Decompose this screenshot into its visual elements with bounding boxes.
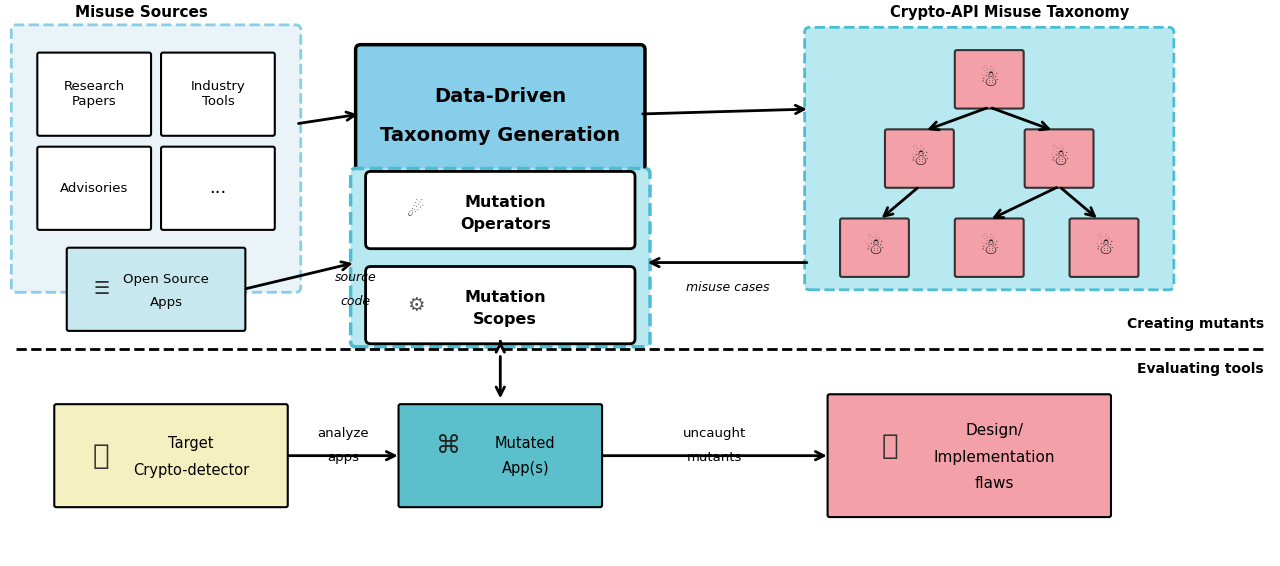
- FancyBboxPatch shape: [54, 404, 288, 507]
- Text: ☃: ☃: [979, 69, 1000, 89]
- Text: ☰: ☰: [93, 280, 109, 298]
- Text: source: source: [335, 271, 376, 284]
- FancyBboxPatch shape: [161, 147, 275, 230]
- Text: ⛰: ⛰: [881, 432, 897, 460]
- FancyBboxPatch shape: [884, 130, 954, 188]
- Text: Apps: Apps: [150, 295, 183, 308]
- Text: Open Source: Open Source: [123, 273, 209, 286]
- Text: ☃: ☃: [909, 148, 929, 169]
- Text: Implementation: Implementation: [933, 450, 1055, 465]
- Text: ☃: ☃: [864, 238, 884, 258]
- Text: Crypto-API Misuse Taxonomy: Crypto-API Misuse Taxonomy: [890, 6, 1129, 20]
- FancyBboxPatch shape: [828, 395, 1111, 517]
- FancyBboxPatch shape: [161, 53, 275, 136]
- FancyBboxPatch shape: [1070, 218, 1138, 277]
- FancyBboxPatch shape: [366, 267, 635, 344]
- Text: ☃: ☃: [1094, 238, 1114, 258]
- Text: Crypto-detector: Crypto-detector: [133, 463, 250, 478]
- Text: Taxonomy Generation: Taxonomy Generation: [380, 126, 621, 145]
- FancyBboxPatch shape: [805, 27, 1174, 290]
- Text: Misuse Sources: Misuse Sources: [74, 5, 207, 20]
- Text: Operators: Operators: [460, 217, 550, 233]
- FancyBboxPatch shape: [840, 218, 909, 277]
- Text: ⛨: ⛨: [93, 441, 110, 470]
- Text: misuse cases: misuse cases: [686, 281, 769, 294]
- Text: Mutated: Mutated: [495, 436, 556, 451]
- Text: code: code: [340, 295, 371, 308]
- Text: mutants: mutants: [687, 451, 742, 464]
- Text: Mutation: Mutation: [465, 290, 547, 305]
- Text: ☃: ☃: [979, 238, 1000, 258]
- Text: ☄: ☄: [407, 200, 424, 220]
- Text: App(s): App(s): [502, 461, 549, 476]
- Text: Advisories: Advisories: [60, 182, 128, 195]
- FancyBboxPatch shape: [37, 147, 151, 230]
- FancyBboxPatch shape: [1025, 130, 1093, 188]
- Text: Scopes: Scopes: [474, 312, 538, 328]
- FancyBboxPatch shape: [398, 404, 602, 507]
- FancyBboxPatch shape: [356, 45, 645, 183]
- Text: ☃: ☃: [1050, 148, 1069, 169]
- Text: analyze: analyze: [317, 427, 369, 440]
- Text: Evaluating tools: Evaluating tools: [1137, 362, 1263, 375]
- Text: Mutation: Mutation: [465, 195, 547, 209]
- Text: Industry
Tools: Industry Tools: [191, 80, 246, 108]
- Text: apps: apps: [328, 451, 360, 464]
- FancyBboxPatch shape: [366, 171, 635, 248]
- FancyBboxPatch shape: [12, 25, 301, 292]
- Text: ⚙: ⚙: [407, 295, 424, 315]
- Text: flaws: flaws: [974, 476, 1014, 491]
- FancyBboxPatch shape: [351, 169, 650, 347]
- Text: ⌘: ⌘: [436, 434, 461, 458]
- FancyBboxPatch shape: [955, 50, 1024, 109]
- Text: Creating mutants: Creating mutants: [1126, 317, 1263, 331]
- Text: Design/: Design/: [965, 423, 1023, 439]
- Text: ...: ...: [210, 179, 227, 198]
- Text: uncaught: uncaught: [684, 427, 746, 440]
- Text: Target: Target: [168, 436, 214, 451]
- FancyBboxPatch shape: [67, 248, 246, 331]
- Text: Research
Papers: Research Papers: [64, 80, 124, 108]
- Text: Data-Driven: Data-Driven: [434, 87, 566, 106]
- FancyBboxPatch shape: [955, 218, 1024, 277]
- FancyBboxPatch shape: [37, 53, 151, 136]
